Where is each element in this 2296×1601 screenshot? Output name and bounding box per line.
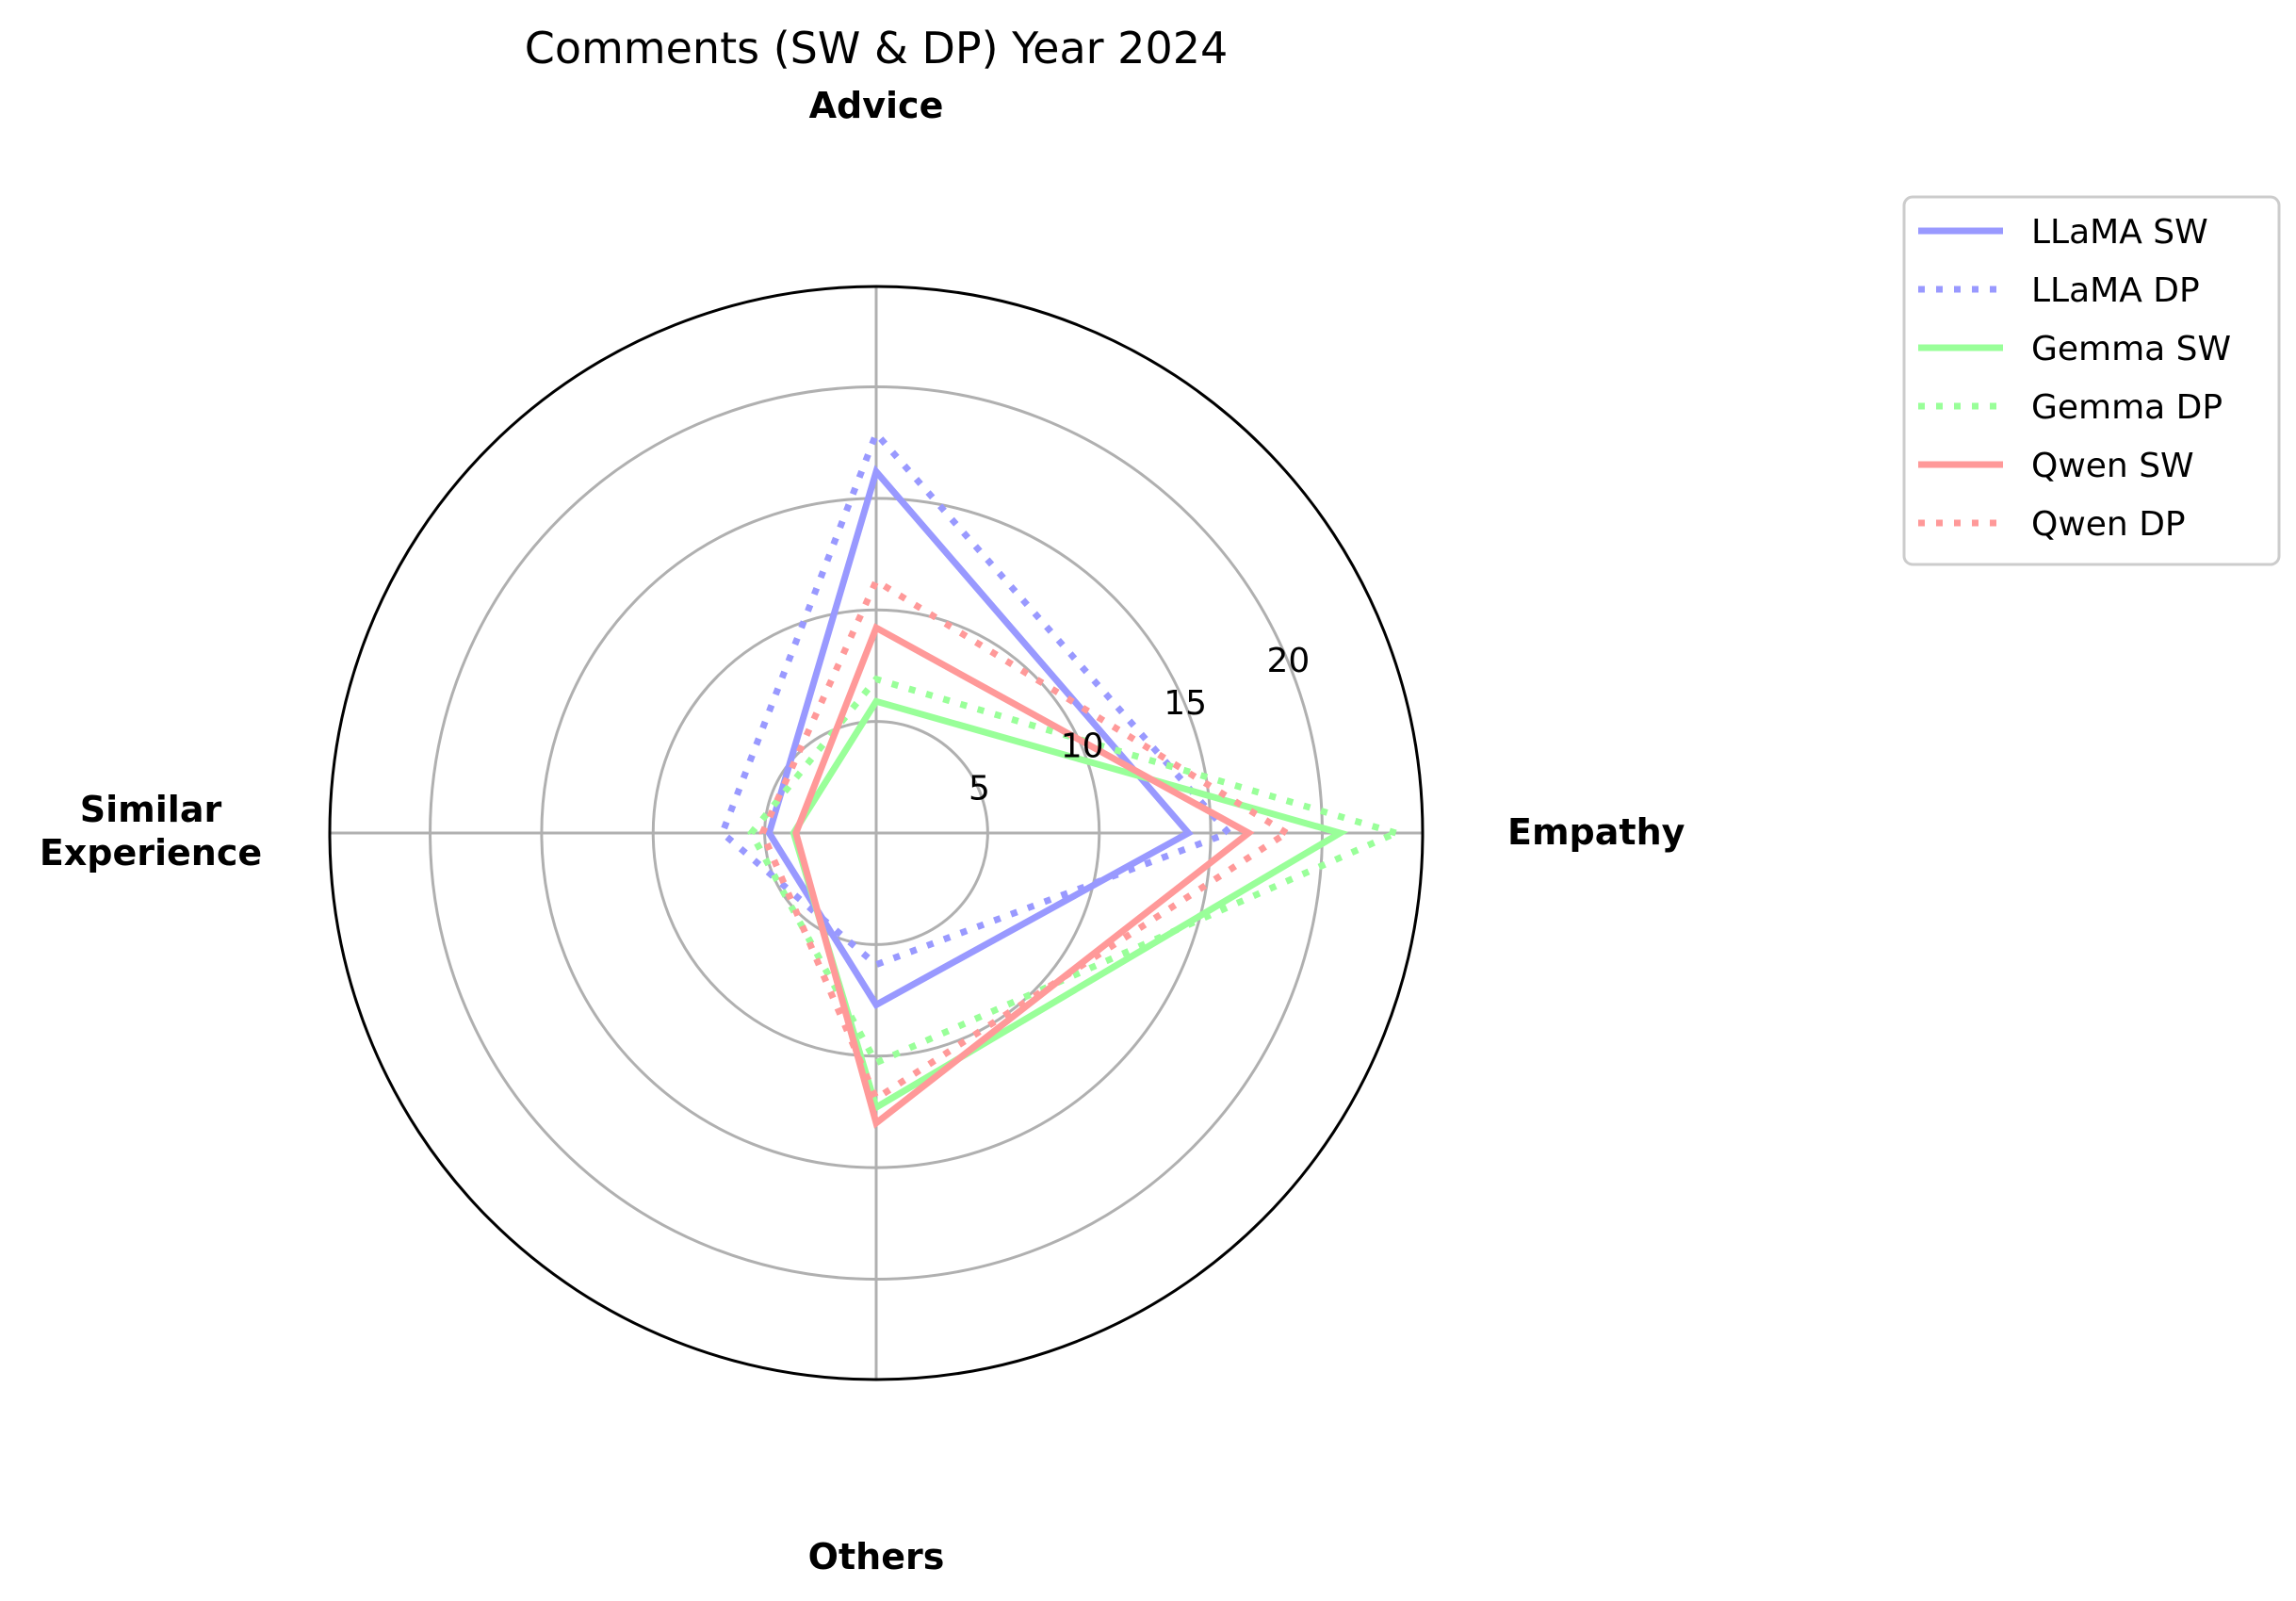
- r-tick-label: 15: [1164, 684, 1207, 723]
- legend-label: Gemma SW: [2031, 330, 2231, 368]
- r-tick-label: 5: [969, 770, 990, 809]
- axis-label: Advice: [809, 85, 944, 126]
- legend: LLaMA SW LLaMA DP Gemma SW Gemma DP Qwen SW Q…: [1902, 195, 2281, 566]
- legend-label: LLaMA DP: [2031, 271, 2200, 310]
- r-tick-label: 10: [1061, 727, 1104, 765]
- r-tick-label: 20: [1266, 642, 1310, 680]
- legend-label: Qwen DP: [2031, 505, 2186, 544]
- legend-label: LLaMA SW: [2031, 213, 2208, 252]
- legend-frame: [1902, 195, 2281, 566]
- series-line-qwen-dp: [758, 576, 1294, 1103]
- axis-labels: Empathy Advice Similar Experience Others: [40, 85, 1685, 1577]
- radial-tick-labels: 5 10 15 20: [969, 642, 1310, 809]
- axis-label: Similar Experience: [40, 789, 262, 874]
- radar-series: [718, 427, 1406, 1129]
- radar-grid: [328, 285, 1425, 1381]
- legend-label: Qwen SW: [2031, 447, 2194, 485]
- legend-label: Gemma DP: [2031, 388, 2223, 427]
- series-line-gemma-dp: [747, 675, 1406, 1068]
- series-line-llama-sw: [765, 465, 1194, 1009]
- axis-label: Others: [808, 1536, 945, 1577]
- outer-frame: [328, 285, 1425, 1381]
- series-line-qwen-sw: [792, 623, 1255, 1129]
- chart-title: Comments (SW & DP) Year 2024: [525, 23, 1229, 74]
- axis-label: Empathy: [1507, 811, 1685, 853]
